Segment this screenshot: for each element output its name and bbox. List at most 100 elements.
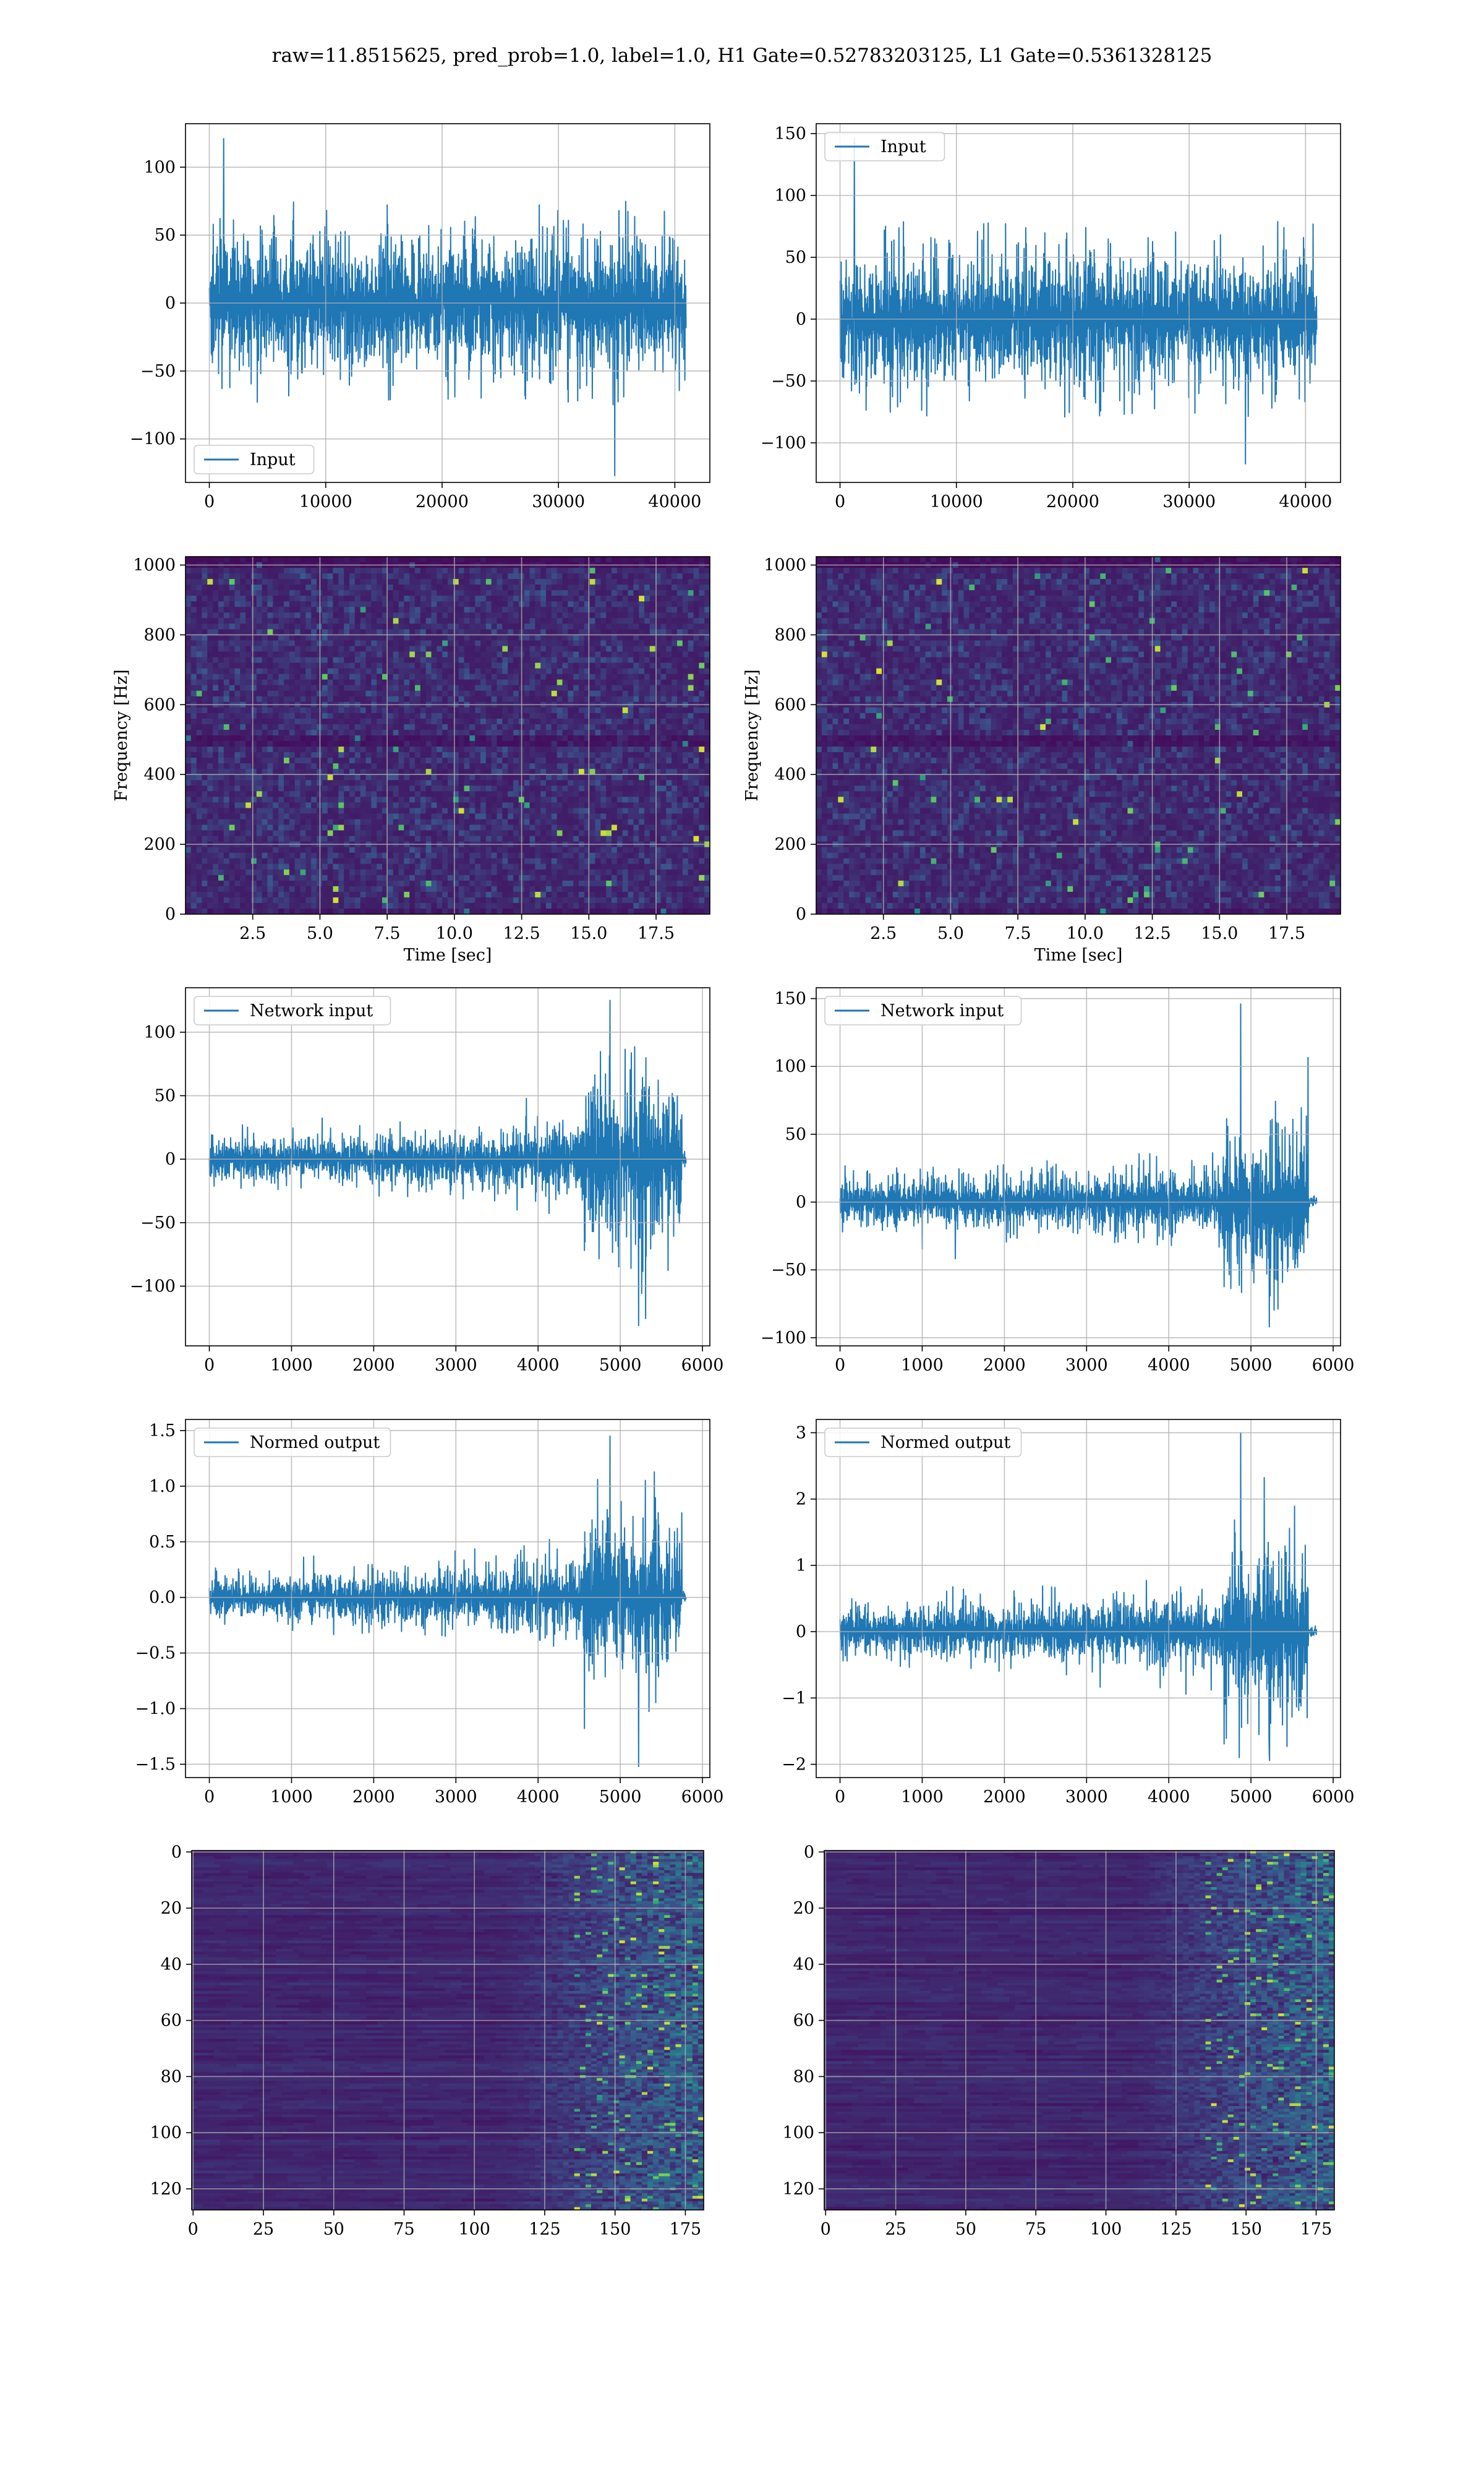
y-tick-label: 200 [774, 835, 806, 854]
x-tick-label: 25 [253, 2220, 274, 2239]
plot-content [839, 1432, 1318, 1761]
y-tick-label: 0 [165, 294, 176, 313]
l1-spectrogram-axes: 2.5 5.0 7.5 10.0 12.5 15.0 17.5 0 200 400 600 800 10… [743, 556, 1341, 965]
x-tick-label: 50 [323, 2220, 344, 2239]
y-tick-label: −1 [782, 1689, 806, 1708]
x-tick-label: 125 [529, 2220, 561, 2239]
x-tick-label: 6000 [681, 1356, 724, 1375]
y-tick-label: 0 [796, 310, 806, 329]
x-tick-label: 30000 [1162, 492, 1216, 511]
x-tick-label: 12.5 [1134, 924, 1171, 943]
grid [816, 124, 1341, 482]
y-tick-label: 400 [143, 765, 176, 784]
y-tick-label: 80 [793, 2067, 814, 2086]
y-tick-label: 800 [774, 625, 806, 644]
y-tick-label: 120 [150, 2180, 182, 2199]
grid [816, 557, 1341, 915]
legend-label: Normed output [250, 1433, 380, 1452]
x-tick-label: 15.0 [1201, 924, 1238, 943]
y-tick-label: 40 [793, 1955, 814, 1974]
axes-frame [824, 1850, 1335, 2211]
y-tick-label: 600 [143, 695, 176, 714]
y-tick-label: −0.5 [135, 1644, 176, 1663]
x-tick-label: 0 [204, 492, 215, 511]
l1-normed-output-axes: 0 1000 2000 3000 4000 5000 6000 −2 −1 0 1 2 3 Normed … [782, 1419, 1354, 1807]
y-tick-label: 1000 [764, 556, 806, 575]
y-tick-label: 600 [774, 695, 806, 714]
x-tick-label: 10000 [299, 492, 352, 511]
x-tick-label: 30000 [532, 492, 585, 511]
x-tick-label: 2.5 [239, 924, 266, 943]
x-tick-label: 0 [204, 1356, 215, 1375]
y-tick-label: 0.0 [149, 1588, 176, 1607]
plot-area [816, 1419, 1341, 1778]
y-tick-label: 0 [165, 905, 176, 924]
x-tick-label: 0 [821, 2220, 831, 2239]
x-tick-label: 5.0 [307, 924, 333, 943]
y-tick-label: 200 [143, 835, 176, 854]
grid [186, 1419, 710, 1778]
y-tick-label: 20 [793, 1899, 814, 1918]
plot-content [186, 557, 710, 914]
y-tick-label: −100 [130, 1277, 176, 1296]
l1-input-axes: 0 10000 20000 30000 40000 −100 −50 0 50 100 150 Inp… [761, 123, 1341, 511]
plot-area [816, 988, 1341, 1346]
y-tick-label: 100 [150, 2123, 182, 2142]
x-tick-label: 0 [188, 2220, 198, 2239]
plot-content [816, 557, 1341, 914]
x-tick-label: 4000 [517, 1356, 560, 1375]
x-tick-label: 5000 [1230, 1787, 1273, 1807]
h1-network-input-axes: 0 1000 2000 3000 4000 5000 6000 −100 −50 0 50 100 Ne… [130, 987, 724, 1375]
x-tick-label: 4000 [517, 1787, 560, 1807]
legend: Normed output [824, 1427, 1022, 1457]
x-tick-label: 3000 [1065, 1356, 1108, 1375]
x-tick-label: 150 [599, 2220, 631, 2239]
y-tick-label: 50 [155, 226, 176, 245]
signal-line [839, 138, 1318, 464]
legend-frame [824, 132, 945, 161]
y-tick-label: −100 [130, 430, 176, 449]
x-tick-label: 1000 [901, 1356, 944, 1375]
legend: Normed output [194, 1427, 391, 1457]
h1-spectrogram-axes: 2.5 5.0 7.5 10.0 12.5 15.0 17.5 0 200 400 600 800 10… [112, 556, 710, 965]
h1-feature-map-axes: 0 25 50 75 100 125 150 175 0 20 40 60 80 100 120 [150, 1843, 704, 2239]
y-tick-label: −100 [761, 434, 806, 453]
x-tick-label: 75 [393, 2220, 414, 2239]
x-tick-label: 75 [1025, 2220, 1046, 2239]
feature-map-cells [192, 1851, 704, 2210]
axes-frame [191, 1850, 704, 2211]
x-tick-label: 100 [458, 2220, 490, 2239]
axes-frame [816, 1419, 1341, 1778]
y-tick-label: 0.5 [149, 1533, 176, 1552]
x-tick-label: 6000 [1312, 1787, 1355, 1807]
y-tick-label: 3 [796, 1423, 806, 1442]
plot-content [208, 999, 687, 1327]
signal-line [839, 1003, 1318, 1328]
legend-frame [824, 1427, 1022, 1457]
x-tick-label: 0 [835, 1356, 845, 1375]
y-axis-label: Frequency [Hz] [112, 669, 131, 801]
x-tick-label: 0 [204, 1787, 215, 1807]
axes-frame [185, 556, 710, 915]
x-tick-label: 50 [955, 2220, 976, 2239]
plot-content [839, 1003, 1318, 1328]
x-tick-label: 4000 [1148, 1356, 1190, 1375]
legend: Input [194, 445, 315, 474]
x-tick-label: 150 [1230, 2220, 1262, 2239]
y-tick-label: 0 [171, 1843, 182, 1862]
y-tick-label: −1.5 [135, 1755, 176, 1774]
x-tick-label: 1000 [270, 1356, 313, 1375]
y-tick-label: 50 [785, 1125, 806, 1144]
x-tick-label: 7.5 [374, 924, 401, 943]
y-tick-label: 50 [155, 1087, 176, 1106]
y-tick-label: 1.5 [149, 1421, 176, 1440]
x-tick-label: 1000 [901, 1787, 944, 1807]
y-axis-label: Frequency [Hz] [743, 669, 762, 801]
x-tick-label: 40000 [1279, 492, 1332, 511]
grid [824, 1851, 1334, 2210]
axes-frame [185, 1419, 710, 1778]
x-tick-label: 2.5 [870, 924, 897, 943]
y-tick-label: −50 [140, 1213, 176, 1233]
l1-feature-map-axes: 0 25 50 75 100 125 150 175 0 20 40 60 80 100 120 [782, 1843, 1335, 2239]
